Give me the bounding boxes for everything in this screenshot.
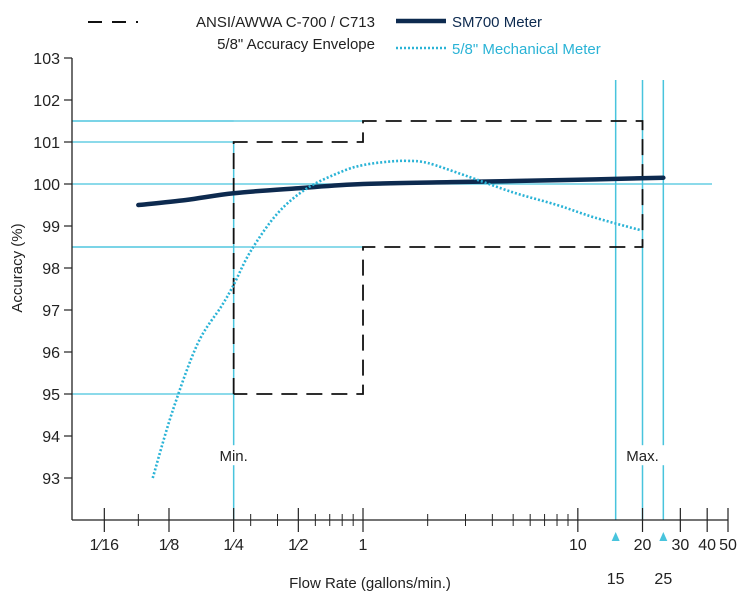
arrow-up-icon (659, 532, 668, 541)
x-tick-label: 20 (634, 537, 652, 554)
y-tick-label: 94 (42, 429, 60, 446)
annotation-bg (211, 445, 256, 466)
legend: ANSI/AWWA C-700 / C713 5/8" Accuracy Env… (88, 14, 601, 58)
y-tick-label: 93 (42, 471, 60, 488)
y-tick-label: 101 (33, 135, 60, 152)
legend-envelope-label-line2: 5/8" Accuracy Envelope (217, 36, 375, 53)
legend-mechanical-label: 5/8" Mechanical Meter (452, 41, 601, 58)
annotations: Min. Max. 15 25 (211, 445, 672, 588)
annotation-bg (620, 445, 665, 466)
y-tick-label: 99 (42, 219, 60, 236)
y-tick-label: 97 (42, 303, 60, 320)
x-tick-label: 1⁄4 (223, 537, 244, 554)
legend-envelope-label: ANSI/AWWA C-700 / C713 (196, 14, 375, 31)
envelope-line (232, 120, 644, 395)
series-mechanical-line (151, 159, 641, 479)
annotation-label: Min. (219, 448, 247, 465)
x-tick-label: 30 (671, 537, 689, 554)
y-tick-label: 103 (33, 51, 60, 68)
axes (71, 58, 728, 521)
x-tick-label: 40 (698, 537, 716, 554)
below-axis-label: 25 (654, 571, 672, 588)
x-tick-label: 50 (719, 537, 737, 554)
arrow-up-icon (611, 532, 620, 541)
legend-sm700-label: SM700 Meter (452, 14, 542, 31)
series (136, 159, 666, 479)
y-tick-label: 95 (42, 387, 60, 404)
y-axis-title: Accuracy (%) (9, 223, 26, 312)
x-tick-label: 1⁄16 (90, 537, 119, 554)
x-tick-label: 1⁄8 (159, 537, 180, 554)
y-tick-label: 96 (42, 345, 60, 362)
series-sm700-line (136, 175, 666, 208)
x-tick-label: 10 (569, 537, 587, 554)
annotation-label: Max. (626, 448, 659, 465)
reference-lines (72, 80, 712, 520)
y-tick-label: 102 (33, 93, 60, 110)
y-tick-label: 98 (42, 261, 60, 278)
y-tick-label: 100 (33, 177, 60, 194)
accuracy-envelope (232, 120, 644, 395)
x-axis-title: Flow Rate (gallons/min.) (289, 575, 451, 592)
x-tick-label: 1 (359, 537, 368, 554)
below-axis-label: 15 (607, 571, 625, 588)
x-tick-label: 1⁄2 (288, 537, 309, 554)
